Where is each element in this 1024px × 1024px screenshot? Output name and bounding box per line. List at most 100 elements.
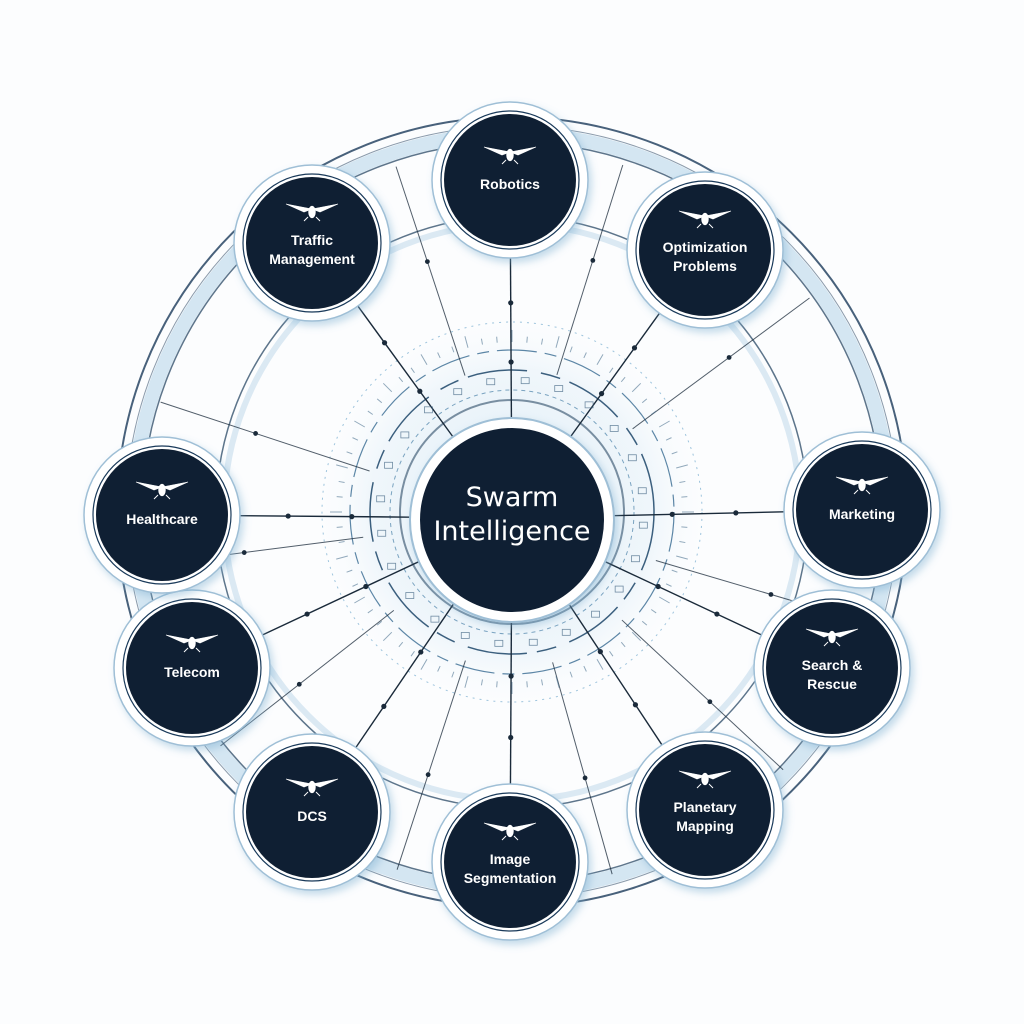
connector-dot — [631, 345, 638, 351]
node-disc — [639, 184, 771, 316]
connector-line — [262, 559, 422, 636]
winged-insect-icon — [483, 822, 537, 841]
node-dcs[interactable]: DCS — [233, 733, 391, 891]
ring-glyph — [460, 632, 470, 639]
node-label: Marketing — [829, 506, 895, 522]
ring-tick — [555, 336, 560, 348]
ring-tick — [681, 496, 688, 498]
ring-tick — [541, 338, 544, 345]
connector-dot — [655, 583, 661, 590]
ring-glyph — [561, 628, 571, 636]
connector-line — [355, 600, 457, 748]
ring-glyph — [631, 555, 640, 563]
secondary-connector — [395, 166, 466, 376]
node-healthcare[interactable]: Healthcare — [83, 436, 241, 594]
node-search-rescue[interactable]: Search & Rescue — [753, 589, 911, 747]
node-planetary-mapping[interactable]: Planetary Mapping — [626, 731, 784, 889]
ring-glyph — [584, 401, 594, 409]
ring-tick — [676, 464, 688, 469]
ring-tick — [354, 596, 366, 604]
winged-insect-icon — [835, 476, 889, 495]
node-disc — [796, 444, 928, 576]
ring-tick — [336, 526, 343, 528]
node-label: Rescue — [807, 676, 857, 692]
ring-tick — [681, 526, 688, 528]
winged-insect-icon — [678, 210, 732, 229]
node-disc — [126, 602, 258, 734]
node-traffic-management[interactable]: Traffic Management — [233, 164, 391, 322]
winged-insect-icon — [285, 778, 339, 797]
ring-tick — [354, 420, 366, 428]
ring-tick — [583, 665, 587, 672]
ring-tick — [367, 410, 374, 415]
connector-dot — [349, 514, 355, 520]
connector-lines — [144, 164, 867, 875]
ring-tick — [376, 620, 383, 626]
ring-glyph — [591, 610, 600, 618]
ring-tick — [569, 671, 573, 678]
ring-tick — [526, 336, 528, 343]
ring-tick — [352, 437, 359, 441]
ring-tick — [496, 681, 498, 688]
ring-tick — [451, 671, 455, 678]
node-edge — [792, 440, 932, 580]
ring-glyph — [638, 521, 648, 529]
connector-dot — [417, 388, 423, 394]
connector-dot — [285, 513, 291, 519]
winged-insect-icon — [483, 146, 537, 165]
node-label: Management — [269, 251, 355, 267]
ring-tick — [555, 676, 560, 688]
node-disc — [246, 746, 378, 878]
connector-dot — [726, 355, 732, 360]
ring-tick — [410, 650, 415, 657]
ring-tick — [641, 398, 648, 404]
connector-dot — [508, 734, 514, 741]
ring-glyph — [494, 639, 504, 647]
connector-line — [509, 617, 513, 785]
node-label: Planetary — [673, 799, 736, 815]
ring-glyph — [486, 378, 496, 386]
ring-glyph — [554, 385, 564, 392]
ring-tick — [631, 382, 642, 393]
node-telecom[interactable]: Telecom — [113, 589, 271, 747]
ring-tick — [676, 555, 688, 560]
ring-tick — [650, 609, 657, 614]
connector-line — [566, 601, 663, 746]
ring-tick — [596, 658, 604, 670]
secondary-connector — [396, 660, 466, 870]
connector-dot — [582, 775, 588, 781]
secondary-connector — [632, 297, 810, 430]
winged-insect-icon — [135, 481, 189, 500]
winged-insect-icon — [678, 770, 732, 789]
center-hub: Swarm Intelligence — [409, 417, 615, 623]
node-disc — [639, 744, 771, 876]
secondary-connector — [621, 619, 784, 771]
secondary-connector — [160, 401, 370, 472]
connector-dot — [296, 681, 302, 687]
node-marketing[interactable]: Marketing — [783, 431, 941, 589]
connector-line — [509, 257, 513, 419]
node-optimization-problems[interactable]: Optimization Problems — [626, 171, 784, 329]
node-label: Problems — [673, 258, 737, 274]
ring-tick — [352, 583, 359, 587]
ring-tick — [671, 569, 678, 573]
ring-tick — [609, 650, 614, 657]
node-disc — [246, 177, 378, 309]
connector-dot — [669, 511, 675, 517]
connector-dot — [508, 300, 514, 306]
node-label: Traffic — [291, 232, 333, 248]
connector-dot — [304, 611, 310, 617]
node-image-segmentation[interactable]: Image Segmentation — [431, 783, 589, 941]
connector-dot — [597, 649, 603, 655]
secondary-connector — [556, 164, 624, 376]
ring-tick — [382, 382, 393, 393]
node-robotics[interactable]: Robotics — [431, 101, 589, 259]
connector-line — [602, 559, 762, 636]
connector-dot — [714, 611, 720, 617]
node-edge — [440, 792, 580, 932]
ring-tick — [496, 336, 498, 343]
ring-tick — [679, 541, 686, 544]
ring-tick — [609, 367, 614, 374]
application-nodes: Robotics Optimization Problems Marketing Sea… — [83, 101, 941, 941]
ring-tick — [526, 681, 528, 688]
